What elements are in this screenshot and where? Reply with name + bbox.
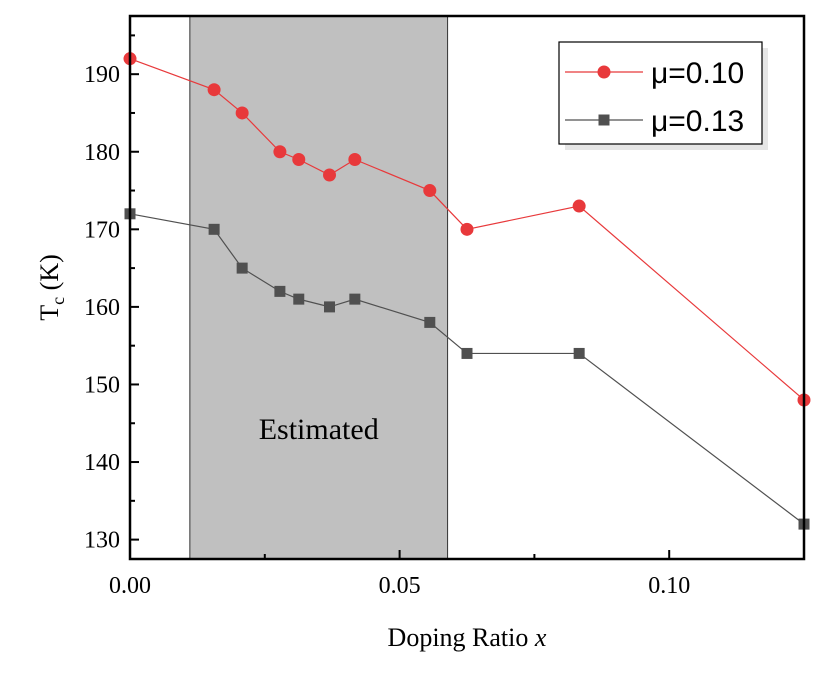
y-axis-title-symbol: T [35, 305, 64, 321]
axes-layer: 0.00 0.05 0.10 130 140 150 160 170 180 190 Dopin… [35, 14, 806, 652]
data-point [349, 293, 361, 305]
series-layer [123, 52, 811, 530]
plot-frame [128, 14, 806, 561]
legend-marker [598, 114, 610, 126]
legend-label: μ=0.10 [651, 57, 744, 90]
data-point [235, 106, 249, 120]
estimated-region [189, 15, 449, 560]
data-point [572, 199, 586, 213]
x-axis-title-text: Doping Ratio [388, 623, 535, 652]
y-tick-label: 170 [84, 217, 120, 243]
legend-entry: μ=0.13 [565, 105, 744, 138]
series-2 [124, 208, 810, 530]
legend-label: μ=0.13 [651, 105, 744, 138]
legend-entry: μ=0.10 [565, 57, 744, 90]
data-point [461, 347, 473, 359]
y-tick-label: 180 [84, 140, 120, 166]
y-tick-label: 160 [84, 295, 120, 321]
y-axis-title-unit: (K) [35, 254, 64, 297]
data-point [273, 145, 287, 159]
data-point [348, 153, 362, 167]
series-1 [123, 52, 811, 407]
x-tick-label: 0.10 [648, 573, 690, 599]
data-point [460, 222, 474, 236]
data-point [274, 285, 286, 297]
data-point [208, 223, 220, 235]
y-tick-label: 130 [84, 528, 120, 554]
x-axis-title: Doping Ratio x [388, 623, 547, 652]
x-tick-label: 0.05 [379, 573, 421, 599]
legend-box [558, 41, 763, 145]
data-point [324, 301, 336, 313]
data-point [423, 184, 437, 198]
estimated-label: Estimated [259, 413, 379, 446]
data-point [323, 168, 337, 182]
y-axis-ticks: 130 140 150 160 170 180 190 [84, 34, 139, 554]
y-axis-title: Tc (K) [35, 254, 68, 320]
x-axis-ticks: 0.00 0.05 0.10 [109, 550, 690, 599]
data-point [573, 347, 585, 359]
data-point [207, 83, 221, 97]
shaded-region-layer: Estimated [189, 15, 449, 560]
y-tick-label: 150 [84, 372, 120, 398]
data-point [292, 153, 306, 167]
data-point [424, 316, 436, 328]
legend: μ=0.10 μ=0.13 [558, 41, 768, 150]
y-tick-label: 140 [84, 450, 120, 476]
y-tick-label: 190 [84, 62, 120, 88]
legend-marker [597, 65, 611, 79]
x-axis-title-variable: x [534, 623, 547, 652]
data-point [293, 293, 305, 305]
y-axis-title-subscript: c [48, 297, 68, 305]
data-point [236, 262, 248, 274]
x-tick-label: 0.00 [109, 573, 151, 599]
